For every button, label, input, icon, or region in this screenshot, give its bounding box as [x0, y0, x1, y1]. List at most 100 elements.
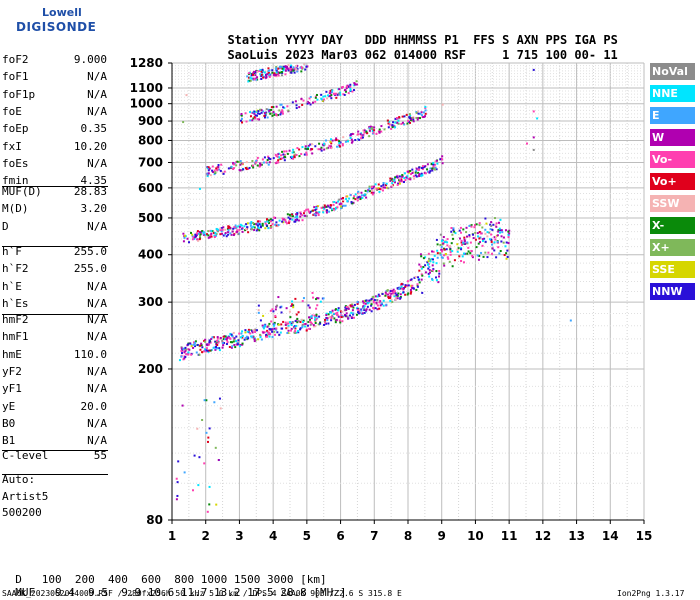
echo-point	[336, 145, 339, 148]
echo-point	[250, 73, 253, 76]
echo-point	[199, 235, 202, 238]
echo-point	[224, 232, 227, 235]
echo-point	[323, 206, 326, 209]
echo-point	[434, 160, 437, 163]
echo-point	[389, 179, 392, 182]
header-value-pps: 100	[545, 48, 568, 62]
echo-point	[217, 459, 220, 462]
echo-point	[211, 336, 214, 339]
echo-point	[418, 263, 421, 266]
param-label: Auto:	[2, 473, 36, 486]
echo-point	[294, 220, 297, 223]
echo-point	[272, 106, 275, 109]
echo-point	[303, 63, 306, 66]
echo-point	[424, 256, 427, 259]
echo-point	[208, 485, 211, 488]
echo-point	[331, 139, 334, 142]
echo-point	[249, 119, 252, 122]
echo-point	[385, 183, 388, 186]
echo-point	[308, 211, 311, 214]
muf-label: MUF	[15, 586, 36, 599]
echo-point	[338, 142, 341, 145]
echo-point	[290, 323, 293, 326]
distance-value-0: 100	[41, 573, 62, 586]
echo-point	[287, 221, 290, 224]
echo-point	[243, 225, 246, 228]
echo-point	[257, 304, 260, 307]
echo-point	[317, 323, 320, 326]
echo-point	[314, 322, 317, 325]
echo-point	[359, 133, 362, 136]
echo-point	[262, 326, 265, 329]
echo-point	[300, 97, 303, 100]
echo-point	[190, 345, 193, 348]
param-label: hmE	[2, 347, 22, 361]
echo-point	[326, 209, 329, 212]
echo-point	[397, 122, 400, 125]
echo-point	[225, 235, 228, 238]
echo-point	[358, 138, 361, 141]
echo-point	[368, 185, 371, 188]
echo-point	[299, 66, 302, 69]
echo-point	[391, 182, 394, 185]
echo-point	[461, 255, 464, 258]
echo-point	[236, 342, 239, 345]
echo-point	[316, 205, 319, 208]
echo-point	[218, 349, 221, 352]
echo-point	[409, 121, 412, 124]
echo-point	[255, 329, 258, 332]
echo-point	[497, 230, 500, 233]
echo-point	[250, 221, 253, 224]
echo-point	[407, 284, 410, 287]
echo-point	[449, 250, 452, 253]
echo-point	[322, 297, 325, 300]
echo-point	[266, 159, 269, 162]
echo-point	[334, 312, 337, 315]
echo-point	[282, 106, 285, 109]
echo-point	[221, 346, 224, 349]
echo-point	[240, 114, 243, 117]
echo-point	[254, 77, 257, 80]
echo-point	[281, 109, 284, 112]
echo-point	[486, 235, 489, 238]
echo-point	[181, 404, 184, 407]
echo-point	[378, 128, 381, 131]
distance-value-5: 1000	[200, 573, 228, 586]
echo-point	[241, 336, 244, 339]
echo-point	[234, 224, 237, 227]
echo-point	[498, 221, 501, 224]
echo-point	[356, 308, 359, 311]
echo-point	[319, 321, 322, 324]
echo-point	[267, 163, 270, 166]
echo-point	[321, 206, 324, 209]
echo-point	[269, 309, 272, 312]
param-value: 20.0	[80, 399, 108, 413]
echo-point	[240, 169, 243, 172]
echo-point	[260, 77, 263, 80]
echo-point	[305, 153, 308, 156]
header-value-yyyy: 2023	[285, 48, 315, 62]
echo-point	[385, 303, 388, 306]
echo-point	[361, 300, 364, 303]
echo-point	[477, 235, 480, 238]
echo-point	[263, 111, 266, 114]
echo-point	[407, 170, 410, 173]
echo-point	[431, 269, 434, 272]
echo-point	[457, 247, 460, 250]
echo-point	[197, 484, 200, 487]
echo-point	[329, 145, 332, 148]
echo-point	[460, 243, 463, 246]
echo-point	[428, 171, 431, 174]
echo-point	[254, 330, 257, 333]
echo-point	[507, 248, 510, 251]
echo-point	[503, 254, 506, 257]
echo-point	[260, 70, 263, 73]
echo-point	[402, 291, 405, 294]
echo-point	[467, 246, 470, 249]
echo-point	[272, 111, 275, 114]
echo-point	[468, 234, 471, 237]
echo-point	[470, 224, 473, 227]
echo-point	[490, 224, 493, 227]
echo-point	[246, 226, 249, 229]
echo-point	[336, 206, 339, 209]
